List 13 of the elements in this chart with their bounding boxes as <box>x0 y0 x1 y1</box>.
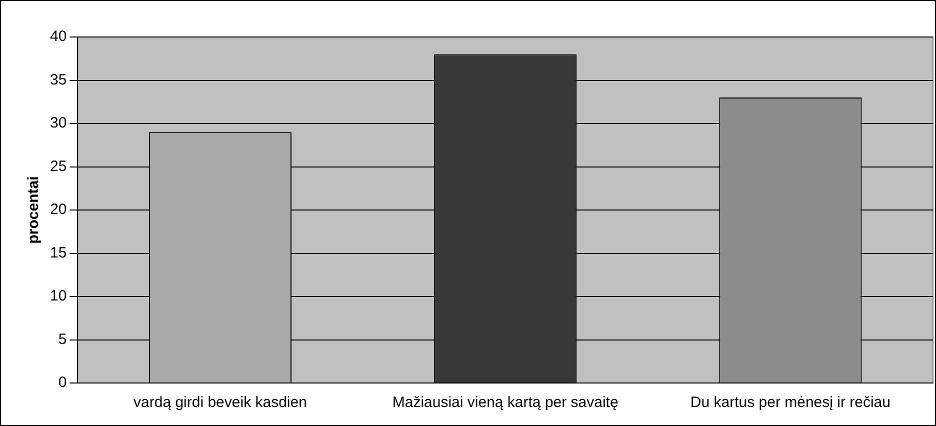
y-tick-label: 30 <box>50 114 67 132</box>
y-axis-title: procentai <box>25 176 42 244</box>
y-tick-label: 25 <box>50 158 67 175</box>
y-tick-label: 5 <box>58 330 67 348</box>
y-tick-label: 40 <box>50 28 67 46</box>
x-tick-label: Du kartus per mėnesį ir rečiau <box>690 394 890 412</box>
x-tick-label: vardą girdi beveik kasdien <box>134 394 307 412</box>
y-tick-label: 10 <box>50 288 67 305</box>
x-tick-label: Mažiausiai vieną kartą per savaitę <box>392 394 618 412</box>
y-tick-label: 0 <box>58 374 67 392</box>
y-tick-label: 15 <box>50 244 67 262</box>
y-tick-label: 35 <box>50 71 67 88</box>
y-tick-label: 20 <box>50 201 67 218</box>
